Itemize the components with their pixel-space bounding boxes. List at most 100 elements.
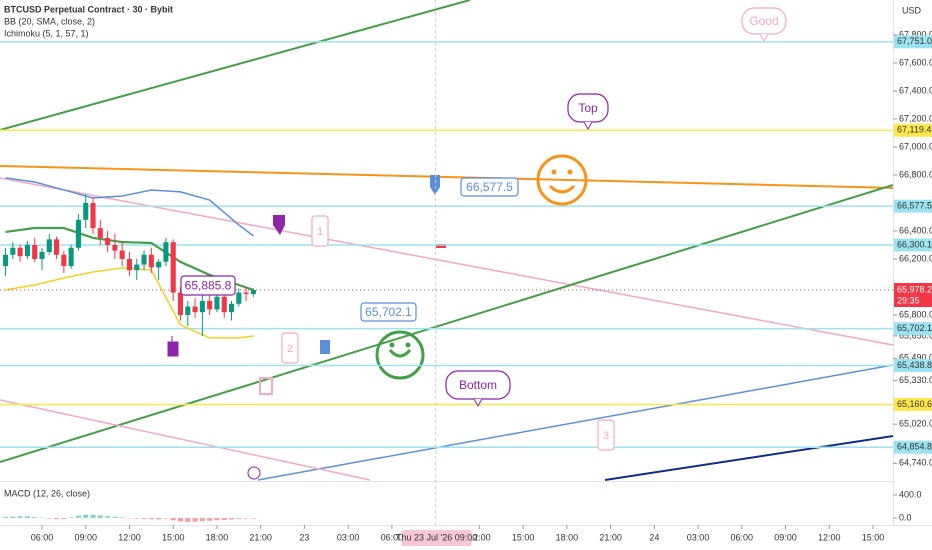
candle-body xyxy=(97,228,103,238)
annotation-tail xyxy=(759,33,769,43)
candle-body xyxy=(10,247,16,255)
x-tick-label: 06:00 xyxy=(731,532,754,542)
candle-body xyxy=(90,202,96,229)
indicator-label: BB (20, SMA, close, 2) xyxy=(4,16,95,26)
annotation-text: 2 xyxy=(287,343,293,355)
macd-bar xyxy=(105,516,111,518)
bb-line xyxy=(5,177,254,237)
currency-label: USD xyxy=(902,5,922,15)
crosshair-label: Thu 23 Jul '26 09:00 xyxy=(396,532,477,542)
y-tick-label: 66,400.0 xyxy=(899,225,932,235)
candle-body xyxy=(32,244,38,259)
annotation-box xyxy=(360,302,417,322)
y-tick-label: 67,400.0 xyxy=(899,85,932,95)
macd-bar xyxy=(250,517,256,519)
macd-bar xyxy=(75,515,81,518)
candle-body xyxy=(17,247,23,257)
macd-bar xyxy=(61,517,67,519)
annotation-text: 1 xyxy=(317,226,323,238)
macd-bar xyxy=(148,517,154,520)
macd-bar xyxy=(68,517,74,518)
level-label: 65,702.1 xyxy=(897,323,932,333)
annotation-tail xyxy=(473,398,483,408)
x-tick-label: 12:00 xyxy=(118,532,141,542)
x-tick-label: 15:00 xyxy=(862,532,885,542)
candle-body xyxy=(236,292,242,304)
level-label-bg xyxy=(894,322,932,336)
x-tick-label: 09:00 xyxy=(74,532,97,542)
level-label-bg xyxy=(894,35,932,49)
candle-body xyxy=(221,296,227,313)
macd-bar xyxy=(177,517,184,522)
macd-bar xyxy=(90,514,96,518)
candle-body xyxy=(148,254,154,268)
candle-body xyxy=(163,242,169,262)
level-label-bg xyxy=(894,397,932,411)
macd-bar xyxy=(134,517,140,519)
y-tick-label: 67,800.0 xyxy=(899,29,932,39)
current-price-label: 65,978.2 xyxy=(897,284,932,294)
x-tick-label: 18:00 xyxy=(556,532,579,542)
macd-bar xyxy=(236,517,242,519)
annotation-box xyxy=(460,177,519,197)
candle-body xyxy=(199,300,205,313)
macd-bar xyxy=(163,517,169,519)
macd-label: MACD (12, 26, close) xyxy=(4,488,90,498)
x-tick-label: 21:00 xyxy=(249,532,272,542)
level-label-bg xyxy=(894,440,932,454)
macd-bar xyxy=(17,516,23,518)
annotation-box xyxy=(597,419,615,451)
indicator-label: Ichimoku (5, 1, 57, 1) xyxy=(4,28,89,38)
macd-bar xyxy=(221,517,227,520)
level-label-bg xyxy=(894,123,932,137)
y-tick-label: 67,000.0 xyxy=(899,141,932,151)
x-tick-label: 18:00 xyxy=(206,532,229,542)
annotation-text: 3 xyxy=(603,430,609,442)
x-tick-label: 03:00 xyxy=(337,532,360,542)
crosshair-label-bg xyxy=(401,530,472,546)
candle-body xyxy=(105,237,111,245)
x-tick-label: 24 xyxy=(649,532,659,542)
candle-body xyxy=(83,202,89,220)
y-tick-label: 65,020.0 xyxy=(899,419,932,429)
candle-body xyxy=(192,306,198,313)
level-label: 64,854.8 xyxy=(897,442,932,452)
macd-y-tick-label: 400.0 xyxy=(899,489,922,499)
macd-bar xyxy=(170,517,176,521)
macd-bar xyxy=(83,514,89,518)
macd-bar xyxy=(228,517,235,520)
macd-bar xyxy=(46,517,52,519)
level-label: 66,577.5 xyxy=(897,200,932,210)
annotation-box xyxy=(281,332,299,364)
candle-body xyxy=(214,296,220,310)
macd-bar xyxy=(112,516,118,518)
macd-bar xyxy=(243,517,249,519)
candle-body xyxy=(61,254,67,266)
macd-bar xyxy=(207,517,213,521)
macd-bar xyxy=(32,517,38,518)
macd-bar xyxy=(156,517,162,520)
level-label: 67,751.0 xyxy=(897,36,932,46)
macd-bar xyxy=(97,515,103,518)
candle-body xyxy=(228,303,235,313)
macd-bar xyxy=(126,517,133,519)
annotation-text: Good xyxy=(749,14,778,28)
y-tick-label: 66,200.0 xyxy=(899,253,932,263)
candle-body xyxy=(170,242,176,293)
y-tick-label: 64,740.0 xyxy=(899,458,932,468)
current-price-bg xyxy=(894,283,932,308)
candle-body xyxy=(39,251,45,259)
y-tick-label: 67,200.0 xyxy=(899,113,932,123)
candle-body xyxy=(141,254,147,265)
macd-bar xyxy=(2,516,9,518)
y-tick-label: 65,650.0 xyxy=(899,330,932,340)
x-tick-label: 15:00 xyxy=(162,532,185,542)
candle-body xyxy=(24,244,30,257)
y-tick-label: 67,600.0 xyxy=(899,57,932,67)
countdown-label: 29:35 xyxy=(897,295,920,305)
macd-y-tick-label: 0.0 xyxy=(899,512,912,522)
annotation-box xyxy=(180,275,236,296)
level-label: 67,119.4 xyxy=(897,125,931,135)
candle-body xyxy=(2,254,9,266)
candle-body xyxy=(75,219,81,248)
